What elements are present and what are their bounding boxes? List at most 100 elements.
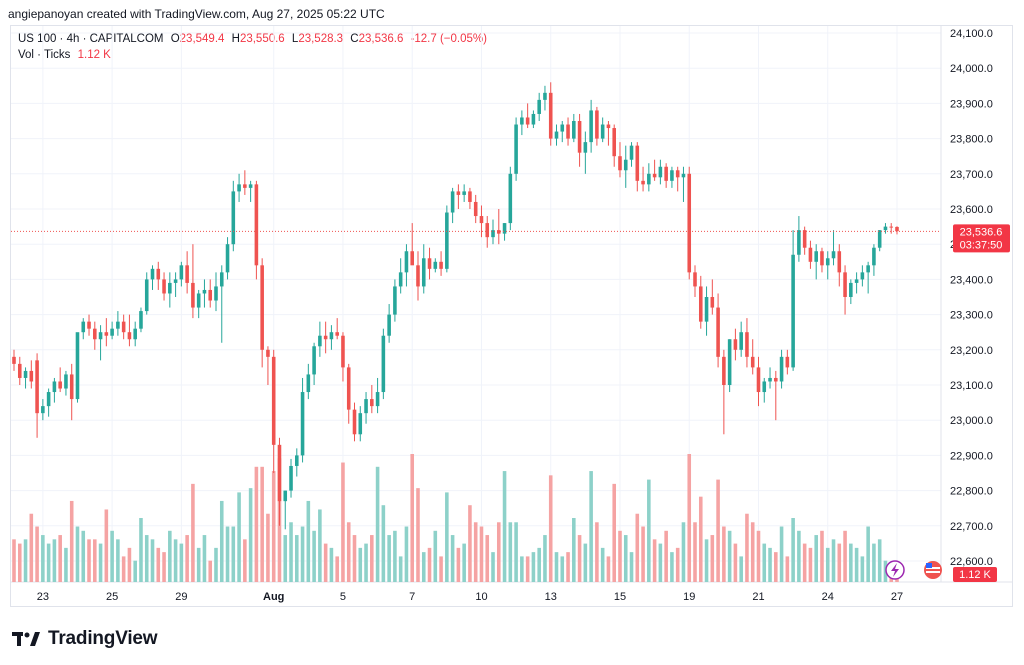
volume-label[interactable]: Vol · Ticks [18, 49, 71, 61]
volume-bar [306, 500, 311, 582]
volume-bar [583, 543, 588, 582]
candle-body [185, 265, 189, 283]
x-tick-label: 21 [752, 591, 764, 603]
candle-body [346, 367, 351, 410]
candle-body [139, 311, 143, 329]
candle-body [774, 377, 778, 382]
volume-bar [849, 543, 853, 582]
candle-body [150, 268, 155, 280]
y-tick-label: 23,000.0 [950, 415, 993, 427]
volume-bar [548, 475, 553, 582]
volume-bar [329, 547, 334, 582]
volume-legend[interactable]: Vol · Ticks 1.12 K [18, 49, 111, 61]
candle-body [58, 381, 62, 389]
volume-bar [537, 547, 541, 582]
candle-body [583, 142, 588, 153]
volume-bar [318, 509, 322, 582]
candle-body [202, 289, 207, 294]
candle-body [231, 191, 236, 245]
volume-bar [421, 552, 426, 582]
volume-bar [69, 500, 74, 582]
candle-body [635, 145, 640, 181]
volume-bar [75, 526, 80, 582]
change-value: -12.7 (−0.05%) [410, 33, 487, 45]
volume-bar [243, 539, 247, 582]
volume-bar [762, 543, 767, 582]
candle-body [283, 490, 288, 502]
volume-bar [133, 560, 137, 582]
y-tick-label: 23,100.0 [950, 380, 993, 392]
volume-bar [410, 454, 415, 582]
candle-body [837, 251, 842, 273]
x-tick-label: 27 [891, 591, 903, 603]
candle-body [404, 251, 409, 273]
volume-bar [698, 496, 703, 582]
candle-body [554, 131, 559, 139]
candle-body [468, 191, 472, 202]
volume-bar [283, 535, 288, 582]
volume-bar [58, 535, 62, 582]
candle-body [681, 173, 686, 178]
candle-body [260, 265, 264, 350]
volume-bar [295, 535, 299, 582]
candle-body [496, 230, 501, 234]
candle-body [825, 258, 830, 266]
volume-bar [670, 552, 674, 582]
candle-body [687, 173, 692, 273]
volume-bar [168, 530, 172, 582]
volume-bar [289, 522, 293, 582]
volume-bar [675, 547, 680, 582]
candle-body [675, 170, 680, 178]
candle-body [791, 254, 795, 368]
volume-value: 1.12 K [77, 49, 111, 61]
y-tick-label: 23,800.0 [950, 134, 993, 146]
last-price-tag [953, 224, 1010, 253]
volume-bar [658, 543, 663, 582]
candle-body [410, 251, 415, 266]
candle-body [877, 230, 882, 248]
volume-bar [704, 539, 709, 582]
volume-bar [479, 526, 484, 582]
tradingview-logo-icon [12, 632, 40, 646]
candle-body [179, 265, 184, 280]
candle-body [768, 377, 772, 382]
candle-body [577, 121, 582, 153]
candle-body [12, 356, 16, 364]
candle-body [323, 335, 328, 340]
candle-body [520, 117, 524, 125]
y-tick-label: 23,900.0 [950, 98, 993, 110]
volume-bar [877, 539, 882, 582]
volume-bar [64, 547, 68, 582]
volume-bar [375, 466, 380, 582]
volume-bar [23, 539, 28, 582]
symbol-label[interactable]: US 100 · 4h · CAPITALCOM [18, 33, 164, 45]
candle-body [785, 356, 790, 368]
ohlc-legend[interactable]: US 100 · 4h · CAPITALCOM O23,549.4 H 23,5… [18, 33, 487, 45]
logo-text: TradingView [48, 628, 158, 649]
candle-body [439, 261, 443, 269]
candle-body [277, 444, 282, 502]
close-value: 23,536.6 [358, 33, 404, 45]
candle-body [572, 121, 576, 139]
volume-bar [820, 530, 824, 582]
candle-body [473, 201, 478, 217]
volume-bar [866, 526, 870, 582]
candle-body [589, 110, 593, 143]
volume-bar [254, 466, 259, 582]
candle-body [456, 191, 461, 195]
volume-bar [450, 535, 455, 582]
candle-body [173, 279, 178, 283]
y-tick-label: 24,000.0 [950, 63, 993, 75]
candle-body [225, 244, 230, 273]
candle-body [722, 356, 726, 385]
candle-body [612, 128, 616, 157]
volume-bar [179, 543, 184, 582]
volume-bar [456, 547, 461, 582]
candle-body [606, 124, 611, 129]
candle-body [52, 381, 57, 393]
candle-body [843, 272, 847, 297]
volume-bar [560, 556, 565, 582]
candle-body [352, 409, 357, 435]
volume-bar [641, 526, 645, 582]
